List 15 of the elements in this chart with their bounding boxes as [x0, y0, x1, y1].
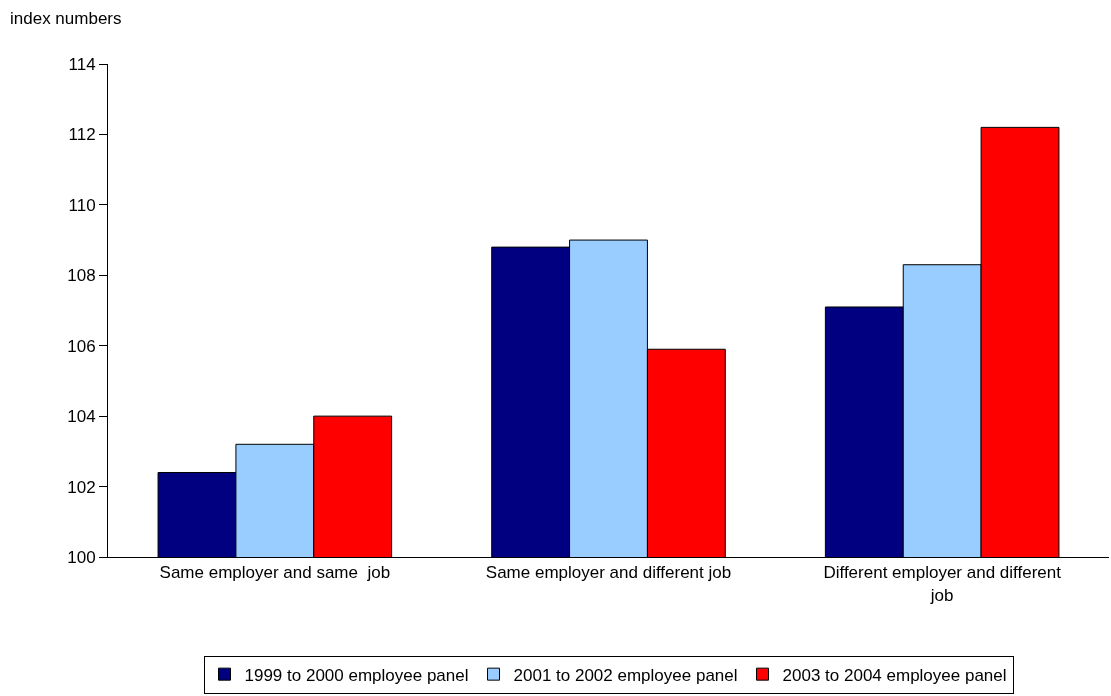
y-tick-label: 112	[68, 125, 96, 145]
y-tick-label: 108	[67, 266, 96, 286]
legend-label: 1999 to 2000 employee panel	[244, 665, 469, 685]
y-tick-label: 102	[67, 477, 96, 497]
y-tick-label: 114	[68, 54, 96, 74]
x-tick-label: Same employer and same job	[159, 563, 391, 583]
x-tick-label: Different employer and different job	[823, 563, 1062, 605]
y-axis-title: index numbers	[10, 9, 122, 28]
y-tick-label: 110	[68, 195, 96, 215]
x-tick-label: Same employer and different job	[485, 563, 732, 583]
y-tick-label: 100	[67, 547, 96, 567]
y-tick-label: 104	[67, 407, 96, 427]
legend-label: 2001 to 2002 employee panel	[513, 665, 738, 685]
legend-label: 2003 to 2004 employee panel	[782, 665, 1007, 685]
y-tick-label: 106	[67, 336, 96, 356]
